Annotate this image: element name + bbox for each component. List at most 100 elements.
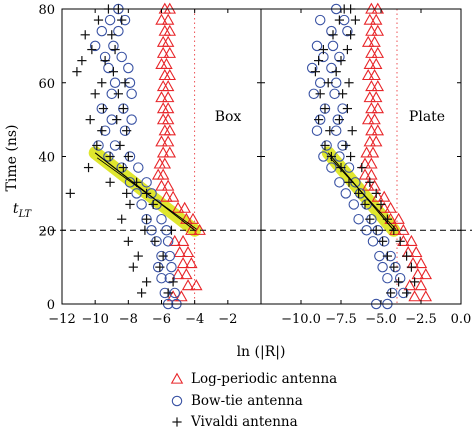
- data-point-viv: [406, 262, 416, 272]
- data-point-bow: [374, 250, 385, 262]
- data-point-log: [365, 46, 378, 58]
- data-point-log: [403, 279, 417, 291]
- data-point-log: [161, 80, 175, 92]
- x-tick-label: −10.0: [281, 312, 321, 327]
- data-point-log: [168, 234, 182, 246]
- data-point-bow: [319, 103, 331, 114]
- y-axis-title: Time (ns): [4, 125, 20, 192]
- data-point-viv: [112, 115, 122, 125]
- data-point-bow: [314, 77, 326, 89]
- data-point-viv: [331, 67, 341, 77]
- data-point-log: [161, 135, 175, 147]
- data-point-viv: [389, 262, 399, 272]
- data-point-viv: [92, 140, 102, 151]
- data-point-log: [171, 268, 185, 280]
- data-point-log: [419, 268, 433, 280]
- data-point-log: [163, 124, 177, 136]
- data-point-log: [161, 35, 175, 47]
- data-point-viv: [365, 177, 375, 187]
- legend-item-bow: Bow-tie antenna: [171, 393, 303, 409]
- data-point-log: [163, 2, 177, 14]
- data-point-bow: [116, 51, 127, 63]
- data-point-log: [368, 35, 381, 47]
- data-point-bow: [156, 213, 167, 225]
- data-point-viv: [328, 30, 338, 40]
- data-point-log: [166, 190, 180, 202]
- y-axis: 0 20 40 60 80: [38, 3, 461, 313]
- data-point-log: [368, 179, 381, 191]
- data-point-viv: [376, 199, 386, 210]
- data-point-viv: [122, 188, 132, 198]
- data-point-log: [180, 268, 193, 280]
- y-tick-label: 60: [38, 77, 55, 92]
- legend-label: Log-periodic antenna: [191, 371, 337, 387]
- data-point-bow: [162, 236, 174, 247]
- data-point-viv: [83, 162, 94, 173]
- data-point-log: [361, 35, 375, 47]
- data-point-bow: [141, 177, 152, 188]
- data-point-log: [163, 46, 177, 58]
- y-tick-label: 40: [38, 151, 55, 166]
- plot-area: −12 −10 −8 −6 −4 −2 Box −10.0 −7.5 −5.0 −2.5 0.0 Pla…: [38, 2, 472, 327]
- panel-label: Box: [215, 109, 242, 125]
- data-point-log: [160, 190, 173, 202]
- data-point-bow: [311, 125, 323, 136]
- data-point-viv: [90, 89, 100, 99]
- data-point-log: [361, 179, 375, 191]
- data-point-viv: [315, 89, 325, 99]
- data-point-viv: [350, 15, 360, 25]
- data-point-viv: [118, 162, 128, 173]
- data-point-log: [369, 13, 383, 25]
- x-tick-label: −12: [48, 312, 75, 327]
- data-point-viv: [344, 177, 354, 187]
- y-tick-label: 0: [47, 298, 55, 313]
- data-point-log: [392, 212, 405, 224]
- data-point-viv: [122, 126, 132, 136]
- data-point-viv: [107, 30, 117, 40]
- data-point-log: [161, 13, 175, 25]
- data-point-viv: [123, 151, 133, 162]
- data-point-viv: [148, 199, 158, 210]
- data-point-viv: [117, 15, 127, 25]
- data-point-log: [397, 223, 410, 235]
- data-point-log: [369, 57, 383, 69]
- data-point-viv: [72, 67, 82, 77]
- data-point-viv: [344, 78, 354, 88]
- data-point-log: [361, 113, 375, 125]
- data-point-log: [365, 157, 378, 169]
- data-point-viv: [100, 56, 110, 66]
- data-point-viv: [334, 15, 344, 25]
- legend-label: Bow-tie antenna: [191, 393, 303, 409]
- data-point-log: [368, 68, 381, 81]
- data-point-log: [369, 135, 383, 147]
- data-point-viv: [320, 103, 330, 114]
- data-point-log: [161, 113, 175, 125]
- data-point-log: [181, 279, 195, 291]
- data-point-log: [163, 146, 177, 158]
- data-point-log: [371, 102, 385, 114]
- data-point-log: [414, 257, 428, 269]
- data-point-viv: [360, 199, 370, 210]
- data-point-log: [155, 135, 168, 147]
- data-point-viv: [318, 44, 328, 55]
- data-point-viv: [80, 30, 90, 40]
- data-point-log: [178, 201, 191, 213]
- data-point-viv: [410, 277, 420, 287]
- data-point-viv: [354, 188, 364, 198]
- data-point-bow: [348, 199, 360, 210]
- data-point-bow: [164, 272, 176, 284]
- data-point-viv: [346, 30, 356, 40]
- data-point-log: [163, 24, 177, 36]
- data-point-viv: [113, 89, 123, 99]
- data-point-bow: [340, 188, 352, 199]
- x-tick-label: 0.0: [451, 312, 472, 327]
- data-point-log: [365, 2, 378, 14]
- data-point-bow: [327, 40, 339, 52]
- data-point-viv: [163, 288, 173, 298]
- data-point-log: [377, 190, 391, 202]
- data-point-viv: [133, 251, 143, 261]
- data-point-log: [419, 290, 433, 302]
- data-point-log: [405, 234, 418, 246]
- legend: Log-periodic antenna Bow-tie antenna Vival…: [170, 371, 337, 430]
